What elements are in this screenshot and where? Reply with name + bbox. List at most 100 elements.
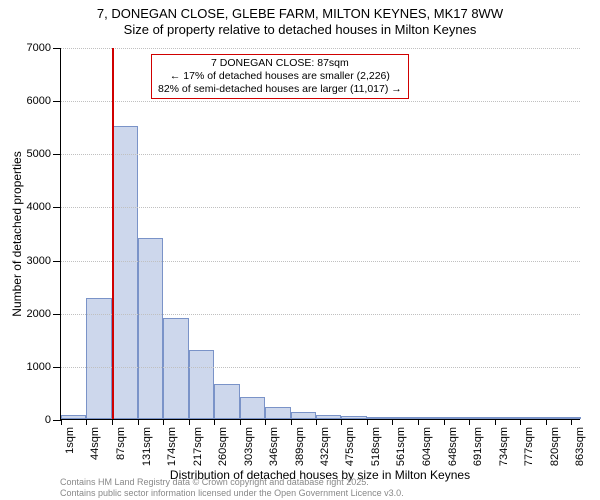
x-tick-label: 561sqm bbox=[395, 427, 407, 466]
bars-layer bbox=[61, 48, 580, 419]
histogram-bar bbox=[316, 415, 341, 419]
x-tick-label: 777sqm bbox=[523, 427, 535, 466]
y-tick-label: 4000 bbox=[27, 201, 51, 213]
annotation-line-2: 82% of semi-detached houses are larger (… bbox=[158, 83, 402, 96]
x-tick bbox=[341, 419, 342, 425]
x-tick bbox=[367, 419, 368, 425]
histogram-bar bbox=[138, 238, 163, 419]
x-tick-label: 174sqm bbox=[166, 427, 178, 466]
histogram-bar bbox=[214, 384, 239, 419]
x-tick-label: 346sqm bbox=[268, 427, 280, 466]
grid-line bbox=[61, 207, 580, 208]
x-tick-label: 820sqm bbox=[549, 427, 561, 466]
x-tick-label: 131sqm bbox=[141, 427, 153, 466]
x-tick bbox=[214, 419, 215, 425]
x-tick bbox=[138, 419, 139, 425]
x-tick bbox=[112, 419, 113, 425]
y-tick-label: 2000 bbox=[27, 308, 51, 320]
x-tick-label: 604sqm bbox=[421, 427, 433, 466]
footer-line1: Contains HM Land Registry data © Crown c… bbox=[60, 477, 404, 487]
histogram-bar bbox=[189, 350, 214, 419]
x-tick bbox=[265, 419, 266, 425]
x-tick-label: 217sqm bbox=[192, 427, 204, 466]
histogram-bar bbox=[367, 417, 392, 419]
x-tick-label: 87sqm bbox=[115, 427, 127, 460]
x-tick-label: 648sqm bbox=[447, 427, 459, 466]
annotation-box: 7 DONEGAN CLOSE: 87sqm← 17% of detached … bbox=[151, 54, 409, 99]
y-tick-label: 5000 bbox=[27, 148, 51, 160]
y-tick bbox=[53, 314, 61, 315]
grid-line bbox=[61, 48, 580, 49]
x-tick-label: 389sqm bbox=[294, 427, 306, 466]
x-tick-label: 518sqm bbox=[370, 427, 382, 466]
annotation-line-0: 7 DONEGAN CLOSE: 87sqm bbox=[158, 57, 402, 70]
x-tick bbox=[571, 419, 572, 425]
x-tick-label: 44sqm bbox=[89, 427, 101, 460]
histogram-bar bbox=[341, 416, 366, 419]
histogram-bar bbox=[392, 417, 417, 419]
y-tick bbox=[53, 261, 61, 262]
histogram-bar bbox=[86, 298, 111, 419]
title-subtitle: Size of property relative to detached ho… bbox=[0, 22, 600, 38]
histogram-bar bbox=[265, 407, 290, 419]
title-address: 7, DONEGAN CLOSE, GLEBE FARM, MILTON KEY… bbox=[0, 6, 600, 22]
y-tick-label: 6000 bbox=[27, 95, 51, 107]
x-tick bbox=[61, 419, 62, 425]
x-tick-label: 475sqm bbox=[344, 427, 356, 466]
property-marker-line bbox=[112, 48, 114, 419]
y-tick bbox=[53, 207, 61, 208]
x-tick-label: 691sqm bbox=[472, 427, 484, 466]
y-tick-label: 7000 bbox=[27, 42, 51, 54]
y-tick-label: 1000 bbox=[27, 361, 51, 373]
histogram-bar bbox=[418, 417, 444, 419]
plot-area: 7 DONEGAN CLOSE: 87sqm← 17% of detached … bbox=[60, 48, 580, 420]
histogram-bar bbox=[61, 415, 86, 419]
x-tick bbox=[495, 419, 496, 425]
x-tick-label: 260sqm bbox=[217, 427, 229, 466]
x-tick-label: 734sqm bbox=[498, 427, 510, 466]
x-tick bbox=[316, 419, 317, 425]
grid-line bbox=[61, 101, 580, 102]
y-tick bbox=[53, 48, 61, 49]
x-tick-label: 303sqm bbox=[243, 427, 255, 466]
histogram-bar bbox=[112, 126, 138, 419]
y-tick bbox=[53, 367, 61, 368]
annotation-line-1: ← 17% of detached houses are smaller (2,… bbox=[158, 70, 402, 83]
x-tick-label: 1sqm bbox=[64, 427, 76, 454]
x-tick bbox=[86, 419, 87, 425]
histogram-bar bbox=[444, 417, 469, 419]
x-tick bbox=[163, 419, 164, 425]
x-tick bbox=[189, 419, 190, 425]
y-tick bbox=[53, 420, 61, 421]
histogram-bar bbox=[571, 417, 581, 419]
grid-line bbox=[61, 154, 580, 155]
footer-line2: Contains public sector information licen… bbox=[60, 488, 404, 498]
y-tick-label: 3000 bbox=[27, 255, 51, 267]
x-tick-label: 432sqm bbox=[319, 427, 331, 466]
y-axis-label: Number of detached properties bbox=[10, 151, 24, 316]
histogram-bar bbox=[291, 412, 316, 419]
x-tick bbox=[444, 419, 445, 425]
histogram-bar bbox=[520, 417, 545, 419]
histogram-bar bbox=[546, 417, 571, 419]
histogram-bar bbox=[469, 417, 494, 419]
x-tick bbox=[469, 419, 470, 425]
x-tick bbox=[546, 419, 547, 425]
grid-line bbox=[61, 261, 580, 262]
chart-title: 7, DONEGAN CLOSE, GLEBE FARM, MILTON KEY… bbox=[0, 0, 600, 39]
x-tick-label: 863sqm bbox=[574, 427, 586, 466]
x-tick bbox=[291, 419, 292, 425]
histogram-bar bbox=[163, 318, 188, 419]
y-tick bbox=[53, 101, 61, 102]
x-tick bbox=[240, 419, 241, 425]
x-tick bbox=[392, 419, 393, 425]
y-tick bbox=[53, 154, 61, 155]
histogram-bar bbox=[240, 397, 265, 419]
x-tick bbox=[520, 419, 521, 425]
property-size-chart: 7, DONEGAN CLOSE, GLEBE FARM, MILTON KEY… bbox=[0, 0, 600, 500]
y-tick-label: 0 bbox=[45, 414, 51, 426]
grid-line bbox=[61, 367, 580, 368]
histogram-bar bbox=[495, 417, 520, 419]
x-tick bbox=[418, 419, 419, 425]
chart-footer: Contains HM Land Registry data © Crown c… bbox=[60, 477, 404, 498]
